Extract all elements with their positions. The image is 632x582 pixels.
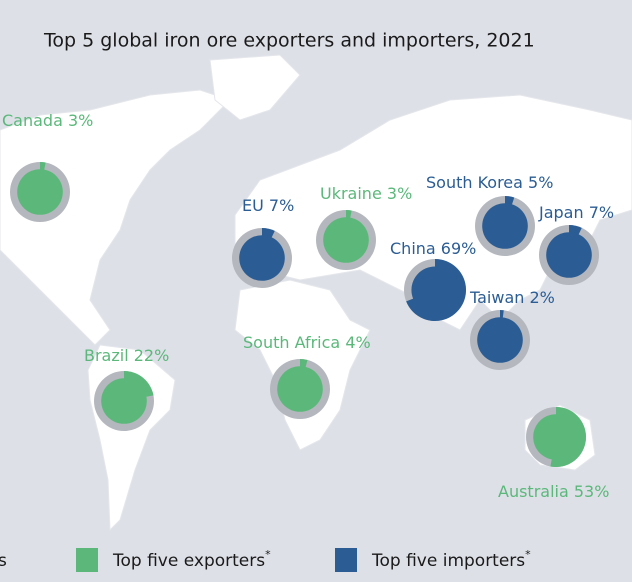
marker-label: Brazil 22% [84, 346, 169, 365]
marker-value: 53% [574, 482, 610, 501]
marker-core [239, 235, 285, 281]
marker-name: Ukraine [320, 184, 382, 203]
marker-core [546, 232, 592, 278]
marker-label: EU 7% [242, 196, 294, 215]
marker-name: South Africa [243, 333, 340, 352]
marker-value: 5% [528, 173, 553, 192]
legend-swatch [335, 548, 357, 572]
marker-name: Australia [498, 482, 569, 501]
marker-core [101, 378, 147, 424]
marker-name: Japan [538, 203, 584, 222]
legend-mark: * [265, 548, 271, 561]
marker-core [17, 169, 63, 215]
legend-swatch [76, 548, 98, 572]
marker-value: 3% [387, 184, 412, 203]
markers: Canada 3% EU 7% Ukraine 3% South Korea 5% Ja… [2, 111, 614, 501]
marker-value: 4% [345, 333, 370, 352]
marker-name: China [390, 239, 436, 258]
marker-name: South Korea [426, 173, 523, 192]
marker-value: 2% [530, 288, 555, 307]
continent [0, 89, 231, 346]
title: Top 5 global iron ore exporters and impo… [43, 30, 535, 52]
marker-label: South Korea 5% [426, 173, 553, 192]
legend-text: Top five importers [371, 551, 525, 571]
marker-core [533, 414, 579, 460]
marker-label: China 69% [390, 239, 476, 258]
marker-core [482, 203, 528, 249]
continent [234, 94, 632, 331]
marker-name: EU [242, 196, 264, 215]
legend: s Top five exporters* Top five importers* [0, 548, 531, 572]
legend-mark: * [525, 548, 531, 561]
marker-value: 69% [441, 239, 477, 258]
marker-label: Canada 3% [2, 111, 93, 130]
legend-label: Top five importers* [371, 548, 531, 571]
marker-name: Taiwan [469, 288, 524, 307]
marker-value: 7% [589, 203, 614, 222]
marker-label: Ukraine 3% [320, 184, 412, 203]
marker-core [477, 317, 523, 363]
greenland [209, 54, 301, 121]
marker-core [411, 266, 459, 314]
marker-name: Canada [2, 111, 63, 130]
marker-core [277, 366, 323, 412]
legend-text: Top five exporters [112, 551, 265, 571]
marker-value: 7% [269, 196, 294, 215]
marker-value: 3% [68, 111, 93, 130]
marker-label: South Africa 4% [243, 333, 371, 352]
marker-label: Australia 53% [498, 482, 609, 501]
marker-label: Japan 7% [538, 203, 614, 222]
marker-core [323, 217, 369, 263]
legend-label: Top five exporters* [112, 548, 271, 571]
marker-label: Taiwan 2% [469, 288, 555, 307]
legend-cut-text: s [0, 551, 7, 571]
marker-value: 22% [134, 346, 170, 365]
marker-name: Brazil [84, 346, 129, 365]
